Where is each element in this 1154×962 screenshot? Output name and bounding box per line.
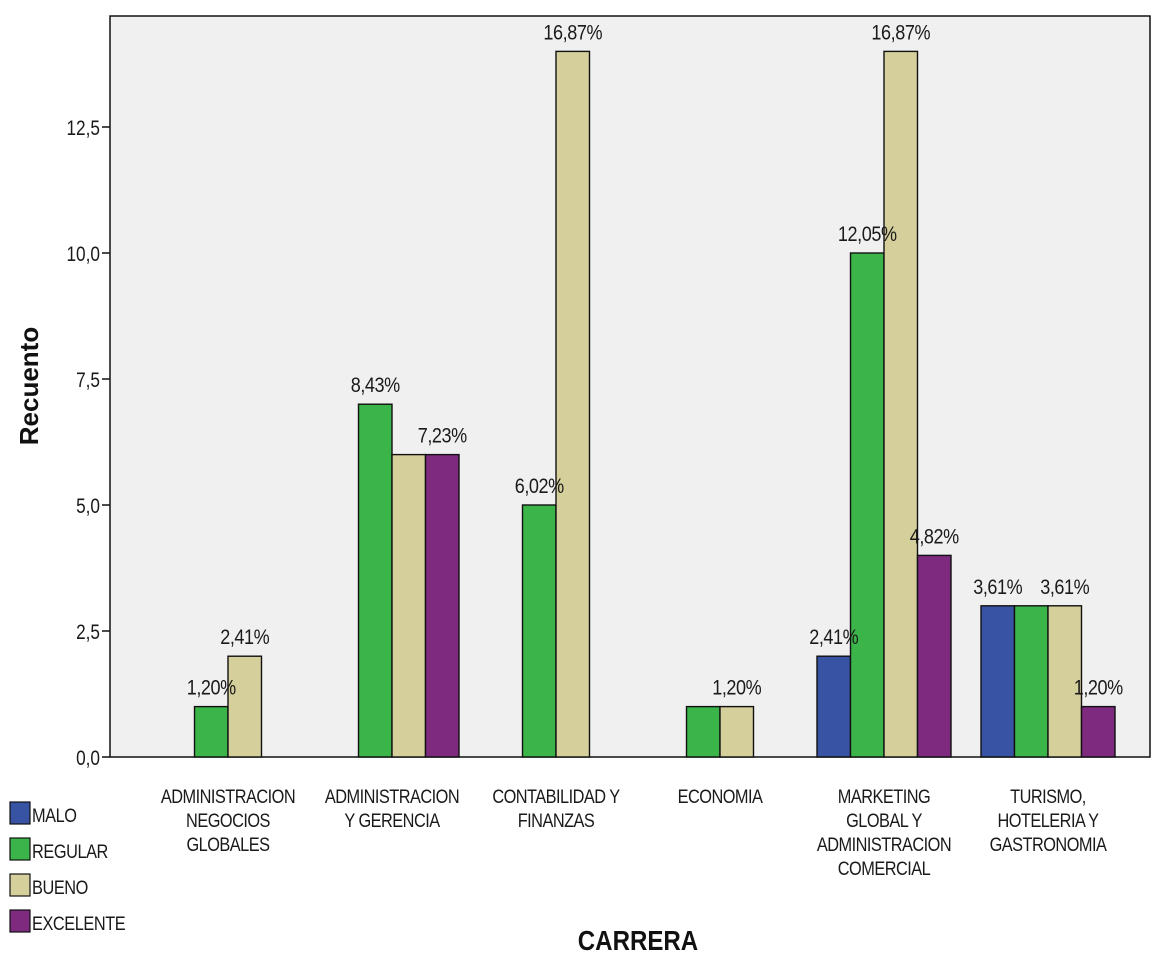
data-label: 3,61% xyxy=(1040,576,1089,600)
x-category-label: CONTABILIDAD Y FINANZAS xyxy=(492,786,620,831)
y-tick-label: 7,5 xyxy=(76,370,100,393)
y-tick-label: 5,0 xyxy=(76,496,100,519)
legend-swatch-bueno xyxy=(9,873,31,897)
data-label: 1,20% xyxy=(1074,676,1123,700)
plot-area xyxy=(109,15,1151,758)
y-tick-label: 2,5 xyxy=(76,622,100,645)
legend-swatch-regular xyxy=(9,837,31,861)
bar-regular xyxy=(357,403,393,758)
data-label: 7,23% xyxy=(418,424,467,448)
legend: MALO REGULAR BUENO EXCELENTE xyxy=(9,801,126,934)
legend-label: EXCELENTE xyxy=(32,913,126,934)
bars xyxy=(193,50,1116,758)
legend-label: REGULAR xyxy=(32,841,108,862)
data-label: 4,82% xyxy=(910,525,959,549)
legend-swatch-excelente xyxy=(9,909,31,933)
legend-label: MALO xyxy=(32,805,77,826)
x-category-label: ECONOMIA xyxy=(678,786,763,807)
y-tick-label: 10,0 xyxy=(66,244,100,267)
bar-regular xyxy=(521,504,557,758)
bar-excelente xyxy=(916,554,952,758)
data-label: 8,43% xyxy=(351,374,400,398)
data-label: 2,41% xyxy=(220,626,269,650)
data-label: 1,20% xyxy=(187,676,236,700)
bar-malo xyxy=(816,655,852,758)
x-category-label: MARKETING GLOBAL Y ADMINISTRACION COMERCIAL xyxy=(817,786,951,879)
bar-regular xyxy=(849,252,885,758)
x-axis-title: CARRERA xyxy=(578,924,699,956)
x-category-label: TURISMO, HOTELERIA Y GASTRONOMIA xyxy=(990,786,1107,855)
data-labels: 1,20% 2,41% 8,43% 7,23% 6,02% 16,87% 1,20% 2,41… xyxy=(187,21,1124,700)
y-axis-title: Recuento xyxy=(14,327,44,445)
bar-bueno xyxy=(555,50,591,758)
data-label: 16,87% xyxy=(543,21,602,45)
bar-malo xyxy=(980,605,1016,758)
bar-regular xyxy=(193,705,229,758)
bar-bueno xyxy=(883,50,919,758)
bar-regular xyxy=(685,705,721,758)
bar-excelente xyxy=(424,453,460,758)
y-axis: 0,0 2,5 5,0 7,5 10,0 12,5 xyxy=(66,118,110,771)
bar-bueno xyxy=(1047,605,1083,758)
x-category-label: ADMINISTRACION Y GERENCIA xyxy=(325,786,459,831)
bar-regular xyxy=(1013,605,1049,758)
x-axis-category-labels: ADMINISTRACION NEGOCIOS GLOBALES ADMINISTRA… xyxy=(161,786,1108,879)
data-label: 2,41% xyxy=(809,626,858,650)
y-tick-label: 12,5 xyxy=(66,118,100,141)
bar-bueno xyxy=(391,453,427,758)
legend-swatch-malo xyxy=(9,801,31,825)
data-label: 6,02% xyxy=(515,475,564,499)
bar-excelente xyxy=(1080,705,1116,758)
y-tick-label: 0,0 xyxy=(76,748,100,771)
bar-bueno xyxy=(719,705,755,758)
legend-label: BUENO xyxy=(32,877,88,898)
x-category-label: ADMINISTRACION NEGOCIOS GLOBALES xyxy=(161,786,295,855)
data-label: 3,61% xyxy=(973,576,1022,600)
data-label: 1,20% xyxy=(712,676,761,700)
data-label: 12,05% xyxy=(838,223,897,247)
data-label: 16,87% xyxy=(871,21,930,45)
bar-bueno xyxy=(227,655,263,758)
